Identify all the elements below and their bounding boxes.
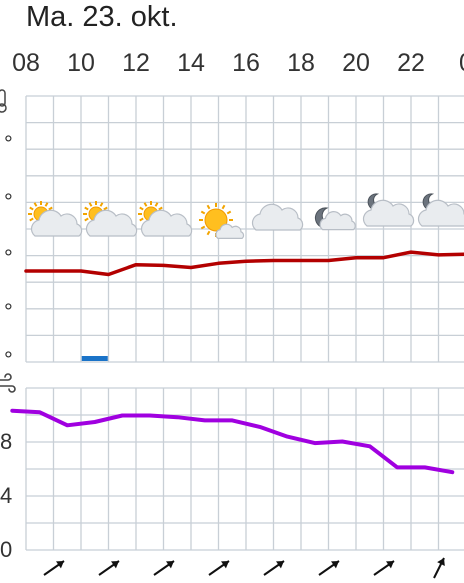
temperature-line [24, 250, 464, 277]
temperature-tick-label: ° [4, 131, 13, 156]
wind-direction-arrow-icon [43, 560, 65, 576]
page-title: Ma. 23. okt. [26, 1, 178, 33]
wind-tick-label: 0 [0, 537, 13, 562]
thermometer-icon [0, 89, 7, 113]
hour-label: 12 [122, 49, 150, 77]
hour-label: 14 [177, 49, 205, 77]
precipitation-bar [81, 356, 108, 361]
hour-label: 10 [67, 49, 95, 77]
wind-icon [0, 373, 16, 393]
hour-label: 20 [342, 49, 370, 77]
hour-label: 18 [287, 49, 315, 77]
cloudy-icon [251, 203, 304, 231]
wind-direction-arrow-icon [433, 557, 445, 579]
temperature-tick-label: ° [4, 347, 13, 372]
partly-cloudy-night-icon [314, 207, 356, 231]
temperature-tick-label: ° [4, 245, 13, 270]
wind-direction-arrow-icon [318, 560, 340, 576]
partly-cloudy-day-icon [83, 201, 138, 237]
hour-label: 08 [12, 49, 40, 77]
partly-cloudy-night-icon [362, 193, 415, 227]
wind-direction-arrow-icon [263, 560, 285, 576]
temperature-tick-label: ° [4, 299, 13, 324]
wind-speed-line [10, 408, 455, 475]
partly-cloudy-day-icon [138, 201, 193, 237]
hour-label: 0 [459, 48, 464, 78]
hour-label: 22 [397, 49, 425, 77]
partly-cloudy-night-icon [417, 193, 464, 227]
wind-tick-label: 4 [0, 483, 13, 508]
wind-direction-arrow-icon [373, 560, 395, 576]
partly-cloudy-day-icon [28, 201, 83, 237]
temperature-tick-label: ° [4, 189, 13, 214]
wind-tick-label: 8 [0, 429, 13, 454]
wind-direction-arrow-icon [98, 560, 120, 576]
wind-direction-arrow-icon [153, 560, 175, 576]
hour-label: 16 [232, 49, 260, 77]
wind-direction-arrow-icon [208, 560, 230, 576]
partly-sunny-day-icon [199, 203, 245, 239]
